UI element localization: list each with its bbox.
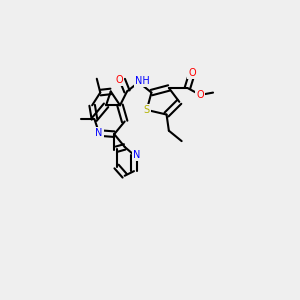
Text: O: O — [188, 68, 196, 78]
Text: NH: NH — [135, 76, 150, 86]
Text: N: N — [133, 150, 140, 160]
Text: N: N — [95, 128, 103, 138]
Text: O: O — [115, 75, 123, 85]
Text: O: O — [196, 90, 204, 100]
Text: S: S — [144, 105, 150, 115]
